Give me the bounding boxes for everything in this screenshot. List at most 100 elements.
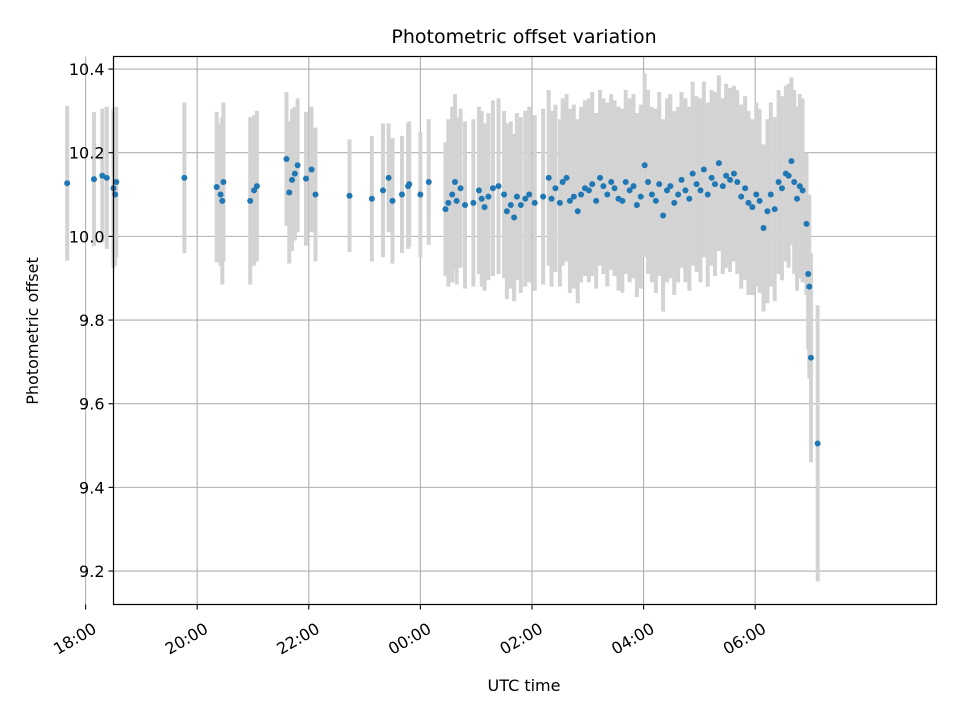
data-point <box>556 199 563 206</box>
data-point <box>807 354 814 361</box>
data-point <box>570 193 577 200</box>
data-point <box>648 191 655 198</box>
data-point <box>442 206 449 213</box>
data-point <box>723 172 730 179</box>
data-point <box>760 225 767 232</box>
data-point <box>503 208 510 215</box>
data-point <box>478 195 485 202</box>
data-point <box>593 197 600 204</box>
data-point <box>470 199 477 206</box>
data-point <box>693 181 700 188</box>
data-point <box>652 197 659 204</box>
data-point <box>799 187 806 194</box>
data-point <box>312 191 319 198</box>
data-point <box>689 170 696 177</box>
data-point <box>406 181 413 188</box>
data-point <box>814 440 821 447</box>
data-point <box>626 187 633 194</box>
y-tick-label: 9.8 <box>79 311 104 330</box>
data-point <box>734 178 741 185</box>
data-point <box>778 185 785 192</box>
data-point <box>219 197 226 204</box>
data-point <box>291 170 298 177</box>
data-point <box>700 166 707 173</box>
data-point <box>283 155 290 162</box>
data-point <box>113 178 120 185</box>
data-point <box>711 181 718 188</box>
data-point <box>289 176 296 183</box>
data-point <box>764 208 771 215</box>
data-point <box>727 176 734 183</box>
data-point <box>445 199 452 206</box>
data-point <box>485 193 492 200</box>
data-point <box>90 176 97 183</box>
data-point <box>181 174 188 181</box>
data-point <box>302 175 309 182</box>
data-point <box>753 191 760 198</box>
data-point <box>540 193 547 200</box>
data-points <box>64 155 821 447</box>
data-point <box>611 185 618 192</box>
plot-frame <box>112 55 938 606</box>
data-point <box>64 180 71 187</box>
y-tick-label: 10.4 <box>69 60 105 79</box>
data-point <box>788 158 795 165</box>
data-point <box>775 178 782 185</box>
data-point <box>286 189 293 196</box>
y-tick-label: 9.4 <box>79 478 104 497</box>
data-point <box>385 174 392 181</box>
data-point <box>451 178 458 185</box>
data-point <box>513 193 520 200</box>
data-point <box>495 183 502 190</box>
data-point <box>308 166 315 173</box>
data-point <box>220 178 227 185</box>
y-axis-ticks: 9.2 9.4 9.6 9.8 10.0 10.2 10.4 <box>69 60 114 581</box>
data-point <box>742 185 749 192</box>
data-point <box>585 187 592 194</box>
data-point <box>253 183 260 190</box>
data-point <box>425 178 432 185</box>
data-point <box>346 192 353 199</box>
y-tick-label: 10.0 <box>69 227 105 246</box>
data-point <box>389 197 396 204</box>
data-point <box>719 183 726 190</box>
data-point <box>511 214 518 221</box>
data-point <box>641 162 648 169</box>
data-point <box>578 191 585 198</box>
data-point <box>217 191 224 198</box>
data-point <box>600 183 607 190</box>
data-point <box>417 191 424 198</box>
y-tick-label: 9.2 <box>79 562 104 581</box>
data-point <box>794 195 801 202</box>
data-point <box>619 197 626 204</box>
data-point <box>449 191 456 198</box>
y-axis-title: Photometric offset <box>23 257 42 405</box>
data-point <box>805 271 812 278</box>
data-point <box>507 202 514 209</box>
data-point <box>785 172 792 179</box>
data-point <box>738 193 745 200</box>
data-point <box>675 191 682 198</box>
data-point <box>379 187 386 194</box>
data-point <box>803 220 810 227</box>
data-point <box>559 178 566 185</box>
data-point <box>548 195 555 202</box>
data-point <box>686 195 693 202</box>
data-point <box>756 197 763 204</box>
data-point <box>749 204 756 211</box>
data-point <box>667 183 674 190</box>
data-point <box>526 191 533 198</box>
data-point <box>806 283 813 290</box>
data-point <box>545 174 552 181</box>
data-point <box>457 185 464 192</box>
data-point <box>608 178 615 185</box>
data-point <box>671 199 678 206</box>
data-point <box>715 160 722 167</box>
data-point <box>475 187 482 194</box>
data-point <box>645 178 652 185</box>
data-point <box>552 185 559 192</box>
data-point <box>678 176 685 183</box>
data-point <box>633 202 640 209</box>
data-point <box>462 202 469 209</box>
data-point <box>745 199 752 206</box>
